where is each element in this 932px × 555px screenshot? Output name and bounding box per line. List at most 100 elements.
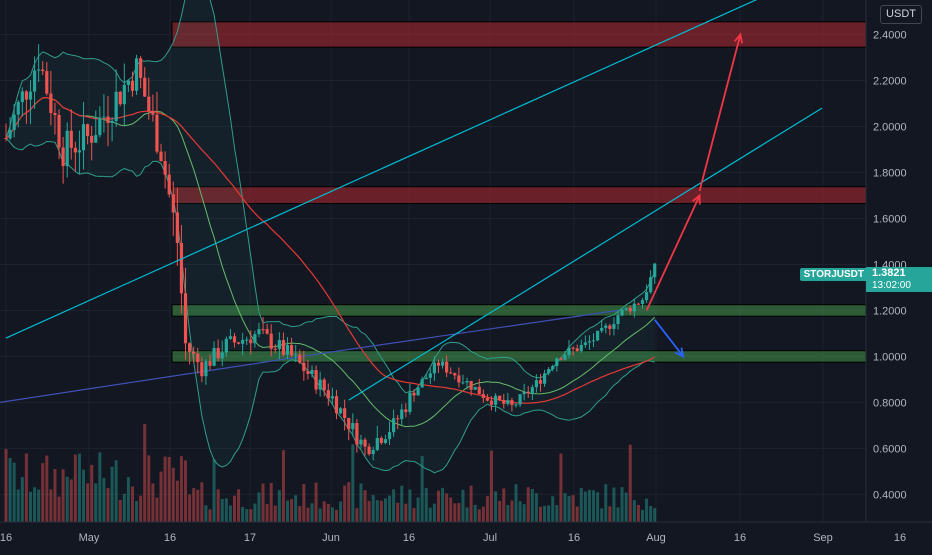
candle bbox=[130, 80, 135, 91]
candle bbox=[208, 361, 212, 366]
volume-bar bbox=[477, 509, 481, 522]
volume-bar bbox=[575, 506, 579, 522]
candle bbox=[114, 91, 118, 121]
volume-bar bbox=[224, 498, 228, 522]
volume-bar bbox=[587, 489, 591, 522]
y-tick-label: 0.8000 bbox=[873, 397, 907, 409]
volume-bar bbox=[608, 506, 612, 522]
candle bbox=[171, 194, 175, 213]
candle bbox=[579, 345, 583, 352]
candle bbox=[575, 348, 579, 352]
candle bbox=[37, 69, 41, 71]
volume-bar bbox=[563, 493, 567, 522]
bar-countdown: 13:02:00 bbox=[872, 280, 911, 291]
candlesticks bbox=[4, 44, 657, 461]
candle bbox=[620, 309, 624, 316]
candle bbox=[147, 96, 151, 112]
volume-bar bbox=[94, 483, 98, 522]
candle bbox=[212, 347, 216, 366]
candle bbox=[628, 307, 632, 312]
candle bbox=[277, 340, 281, 350]
candle bbox=[53, 113, 57, 116]
volume-bar bbox=[249, 509, 253, 522]
candle bbox=[371, 449, 375, 455]
candle bbox=[567, 347, 571, 356]
candle bbox=[396, 418, 400, 420]
resistance-zone bbox=[171, 186, 867, 205]
candle bbox=[604, 325, 608, 328]
volume-bar bbox=[98, 452, 102, 522]
candle bbox=[204, 361, 208, 377]
candle bbox=[494, 395, 498, 405]
volume-bar bbox=[159, 471, 163, 522]
candle bbox=[318, 379, 322, 390]
candle bbox=[269, 333, 273, 349]
volume-bar bbox=[298, 506, 302, 522]
volume-bar bbox=[192, 488, 196, 522]
volume-bar bbox=[567, 495, 571, 522]
currency-badge[interactable]: USDT bbox=[880, 5, 922, 24]
y-tick-label: 0.4000 bbox=[873, 489, 907, 501]
volume-bar bbox=[110, 466, 114, 522]
x-tick-label: 16 bbox=[894, 532, 906, 544]
volume-bar bbox=[449, 497, 453, 522]
volume-bar bbox=[286, 500, 290, 522]
volume-bar bbox=[375, 500, 379, 522]
candle bbox=[167, 174, 171, 195]
candle bbox=[118, 91, 122, 105]
volume-bar bbox=[208, 509, 212, 522]
volume-bar bbox=[469, 485, 473, 522]
candle bbox=[4, 137, 8, 139]
candle bbox=[28, 91, 33, 100]
symbol-label: STORJUSDT bbox=[799, 268, 868, 281]
projection-arrow-2 bbox=[698, 34, 742, 192]
candle bbox=[228, 336, 232, 339]
candle bbox=[8, 130, 12, 139]
candle bbox=[514, 404, 518, 406]
volume-bar bbox=[522, 504, 526, 522]
volume-bar bbox=[530, 488, 534, 522]
candle bbox=[32, 70, 37, 92]
volume-bar bbox=[200, 482, 204, 522]
volume-bar bbox=[37, 489, 41, 522]
volume-bar bbox=[640, 509, 644, 522]
volume-bar bbox=[41, 463, 45, 522]
candle bbox=[400, 409, 404, 420]
candle bbox=[367, 446, 371, 455]
candle bbox=[559, 358, 563, 360]
candle bbox=[420, 379, 424, 388]
candle bbox=[192, 351, 196, 354]
volume-bar bbox=[24, 453, 28, 522]
candle bbox=[126, 80, 130, 85]
volume-bar bbox=[490, 450, 494, 522]
volume-bar bbox=[645, 498, 649, 522]
volume-bar bbox=[412, 508, 416, 522]
candle bbox=[232, 336, 237, 343]
volume-bar bbox=[579, 487, 583, 522]
candle bbox=[453, 373, 457, 376]
candle bbox=[534, 380, 538, 388]
volume-bar bbox=[269, 482, 273, 522]
candle bbox=[355, 423, 359, 445]
volume-bar bbox=[90, 464, 94, 522]
volume-bar bbox=[155, 497, 159, 522]
volume-bar bbox=[502, 488, 506, 522]
arrow-head bbox=[674, 347, 685, 359]
volume-bar bbox=[126, 477, 130, 522]
candle bbox=[498, 395, 502, 401]
volume-bar bbox=[400, 485, 404, 522]
volume-bar bbox=[12, 462, 16, 522]
candle bbox=[404, 409, 408, 412]
volume-bar bbox=[82, 469, 86, 522]
volume-bar bbox=[559, 453, 563, 522]
volume-bar bbox=[334, 509, 338, 522]
volume-bar bbox=[388, 495, 392, 522]
volume-bar bbox=[498, 500, 502, 522]
candle bbox=[183, 293, 188, 344]
candle bbox=[457, 375, 461, 383]
candle bbox=[542, 373, 547, 384]
volume-bar bbox=[151, 483, 155, 522]
volume-bar bbox=[436, 490, 440, 522]
